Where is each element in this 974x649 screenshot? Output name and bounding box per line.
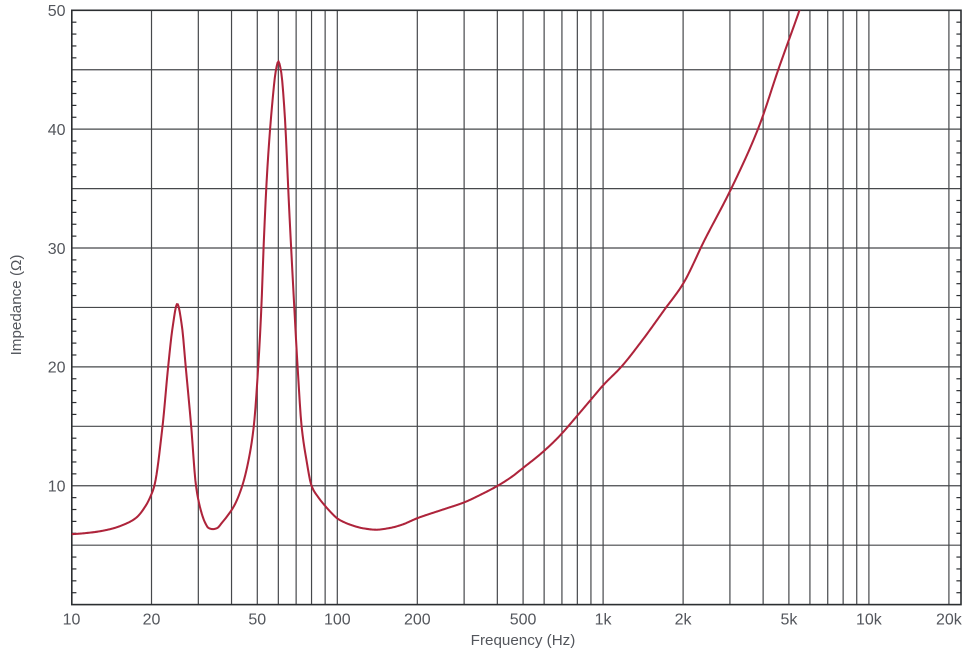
svg-text:20: 20 <box>48 360 66 377</box>
svg-text:50: 50 <box>48 3 66 20</box>
svg-text:Frequency (Hz): Frequency (Hz) <box>471 632 576 649</box>
svg-text:1k: 1k <box>595 612 613 629</box>
svg-text:Impedance (Ω): Impedance (Ω) <box>8 255 25 356</box>
svg-text:500: 500 <box>510 612 537 629</box>
svg-text:30: 30 <box>48 241 66 258</box>
svg-text:10k: 10k <box>856 612 883 629</box>
svg-text:10: 10 <box>48 479 66 496</box>
svg-text:2k: 2k <box>675 612 693 629</box>
svg-text:5k: 5k <box>780 612 798 629</box>
svg-text:200: 200 <box>404 612 431 629</box>
svg-text:40: 40 <box>48 122 66 139</box>
svg-text:10: 10 <box>63 612 81 629</box>
svg-text:100: 100 <box>324 612 351 629</box>
svg-text:50: 50 <box>248 612 266 629</box>
svg-text:20k: 20k <box>936 612 963 629</box>
svg-text:20: 20 <box>143 612 161 629</box>
